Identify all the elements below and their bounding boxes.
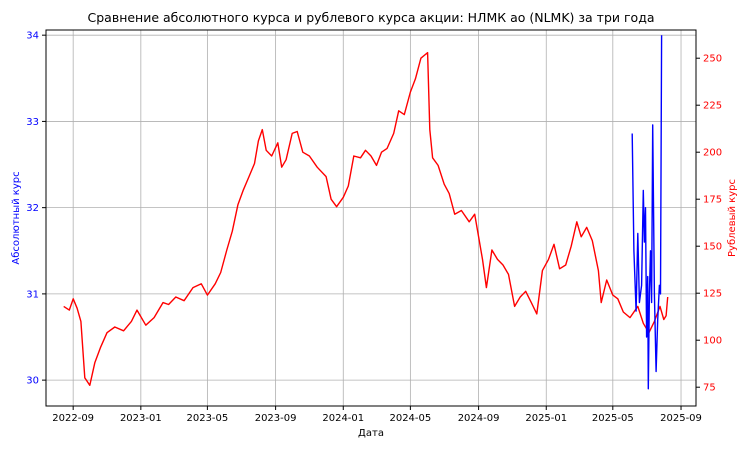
right-tick-label: 100 [703, 336, 722, 347]
left-tick-label: 32 [26, 203, 39, 214]
x-tick-label: 2025-01 [525, 413, 567, 424]
chart-title: Сравнение абсолютного курса и рублевого … [88, 10, 655, 25]
right-tick-label: 150 [703, 242, 722, 253]
x-tick-label: 2023-09 [255, 413, 297, 424]
x-tick-label: 2025-09 [660, 413, 702, 424]
right-tick-label: 75 [703, 383, 716, 394]
x-tick-label: 2024-05 [389, 413, 431, 424]
right-tick-label: 225 [703, 101, 722, 112]
left-axis-label: Абсолютный курс [11, 171, 22, 264]
plot-frame [45, 29, 697, 407]
x-axis-label: Дата [358, 428, 384, 439]
right-tick-label: 200 [703, 148, 722, 159]
right-tick-label: 125 [703, 289, 722, 300]
left-tick-label: 31 [26, 289, 39, 300]
x-tick-label: 2024-01 [322, 413, 364, 424]
x-tick-label: 2022-09 [52, 413, 94, 424]
right-tick-label: 175 [703, 195, 722, 206]
x-tick-label: 2024-09 [458, 413, 500, 424]
absolute-price-line [631, 35, 663, 390]
right-axis-label: Рублевый курс [727, 179, 738, 257]
x-tick-label: 2023-05 [186, 413, 228, 424]
right-tick-label: 250 [703, 54, 722, 65]
left-tick-label: 33 [26, 117, 39, 128]
axis-layer: 2022-09 2023-01 2023-05 2023-09 2024-01 2024-… [26, 31, 722, 424]
x-tick-label: 2023-01 [120, 413, 162, 424]
x-tick-label: 2025-05 [592, 413, 634, 424]
left-tick-label: 34 [26, 31, 39, 42]
left-tick-label: 30 [26, 376, 39, 387]
ruble-price-line [63, 51, 669, 386]
series-layer [63, 35, 669, 390]
